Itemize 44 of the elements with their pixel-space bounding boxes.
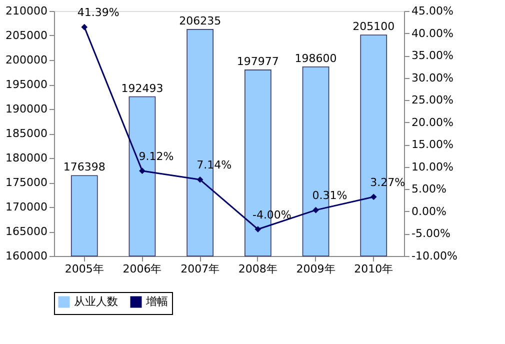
- point: [196, 176, 204, 183]
- y-tick-label: 180000: [6, 152, 48, 164]
- point: [312, 206, 319, 214]
- point: [254, 226, 262, 232]
- y-tick-label: 185000: [6, 127, 48, 140]
- point: [139, 168, 146, 174]
- y2-tick-label: 25.00%: [412, 94, 454, 107]
- y2-tick-label: 30.00%: [412, 71, 454, 84]
- data-label: 205100: [352, 20, 395, 34]
- data-label: 197977: [236, 54, 279, 68]
- point: [370, 194, 377, 200]
- y2-tick-label: 40.00%: [412, 26, 454, 40]
- point: [81, 24, 88, 30]
- y2-tick-label: 20.00%: [412, 116, 454, 129]
- y-tick-label: 200000: [6, 54, 48, 66]
- y-tick-label: 175000: [6, 176, 48, 189]
- x-tick-label: 2008年: [238, 262, 278, 276]
- y2-tick-label: 0.00%: [412, 204, 446, 218]
- y2-tick-label: 15.00%: [412, 138, 454, 152]
- y-tick-label: 210000: [6, 4, 48, 18]
- y-tick-label: 195000: [6, 78, 48, 91]
- legend-label: 从业人数: [74, 295, 118, 308]
- legend-label: 增幅: [145, 295, 168, 308]
- data-label: 192493: [121, 82, 164, 95]
- y-tick-label: 190000: [6, 102, 48, 116]
- x-tick-label: 2010年: [354, 262, 394, 276]
- y2-tick-label: -5.00%: [412, 227, 450, 240]
- data-label: 198600: [294, 52, 337, 65]
- y-tick-label: 165000: [6, 225, 48, 238]
- data-label: 176398: [63, 160, 106, 174]
- x-tick-label: 2009年: [296, 262, 336, 276]
- y2-tick-label: 10.00%: [412, 160, 454, 174]
- y2-tick-label: 35.00%: [412, 49, 454, 62]
- y2-tick-label: -10.00%: [412, 250, 458, 262]
- y2-tick-label: 5.00%: [412, 182, 446, 196]
- y-tick-label: 205000: [6, 29, 48, 42]
- y-tick-label: 170000: [6, 200, 48, 214]
- y-tick-label: 160000: [6, 250, 48, 262]
- x-tick-label: 2006年: [122, 262, 162, 276]
- data-label: 206235: [179, 14, 222, 28]
- x-tick-label: 2005年: [64, 262, 104, 276]
- data-label: 41.39%: [77, 6, 120, 20]
- x-tick-label: 2007年: [180, 262, 220, 276]
- y2-tick-label: 45.00%: [412, 4, 454, 18]
